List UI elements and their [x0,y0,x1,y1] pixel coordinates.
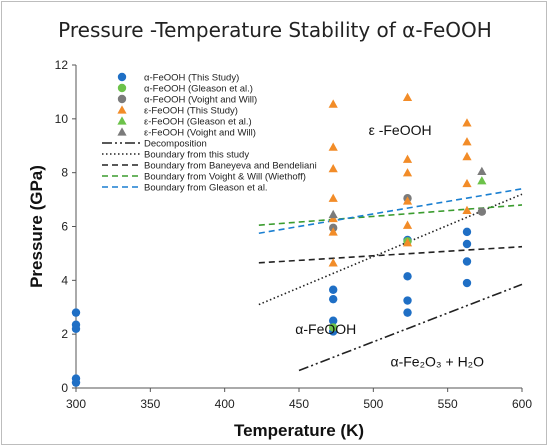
annotation-label: α-FeOOH [295,321,356,337]
data-point [402,92,413,101]
x-axis-label: Temperature (K) [234,421,364,440]
data-point [328,316,338,325]
x-tick-label: 600 [512,397,532,411]
y-axis-label: Pressure (GPa) [27,165,46,288]
data-point [71,374,81,383]
data-point [462,151,472,161]
y-tick-label: 10 [55,112,69,126]
data-point [402,220,413,229]
data-point [462,205,472,215]
data-point [462,257,472,266]
y-tick-label: 8 [61,166,68,180]
x-tick-label: 550 [438,397,458,411]
data-point [328,99,338,108]
x-tick-label: 300 [66,397,86,411]
data-point [462,239,472,249]
data-point [402,196,413,205]
annotation-label: α-Fe₂O₃ + H₂O [391,353,485,369]
data-point [403,296,412,305]
legend-label: ε-FeOOH (Voight and Will) [144,128,256,139]
data-point [328,227,338,236]
data-point [328,258,338,267]
data-point [477,166,487,176]
x-tick-label: 400 [215,397,235,411]
legend-label: Boundary from this study [144,150,249,161]
x-tick-label: 350 [140,397,160,411]
data-point [403,308,412,317]
x-tick-label: 450 [289,397,309,411]
data-point [477,176,487,185]
data-point [328,285,338,294]
data-point [462,178,472,188]
data-point [328,164,338,173]
legend-label: Decomposition [144,139,207,150]
data-point [328,323,338,332]
boundary-line [258,188,523,235]
boundary-line [258,204,523,226]
data-point [462,227,472,237]
y-tick-label: 0 [61,381,68,395]
legend-marker [117,72,127,82]
legend-label: Boundary from Gleason et al. [144,183,268,194]
data-points [71,92,487,387]
legend-marker [117,94,127,104]
data-point [71,308,81,317]
annotation-label: ε -FeOOH [369,122,432,138]
data-point [477,207,487,216]
data-point [402,154,413,163]
data-point [462,118,472,127]
data-point [328,193,338,202]
data-point [402,168,413,177]
chart-title: Pressure -Temperature Stability of α-FeO… [58,18,492,42]
boundary-lines [258,188,523,372]
axes: 300 350 400 450 500 550 600 0 2 4 6 8 10 12 [55,58,533,411]
legend-marker [117,127,127,136]
legend-label: α-FeOOH (Gleason et al.) [144,84,253,95]
legend-label: ε-FeOOH (Gleason et al.) [144,117,252,128]
legend-label: α-FeOOH (Voight and Will) [144,95,257,106]
legend-label: Boundary from Voight & Will (Wiethoff) [144,172,306,183]
data-point [403,272,412,281]
data-point [328,209,338,219]
y-tick-label: 6 [61,220,68,234]
legend-label: Boundary from Baneyeva and Bendeliani [144,161,317,172]
y-tick-label: 12 [55,58,69,72]
data-point [462,137,472,146]
data-point [71,320,81,329]
legend: α-FeOOH (This Study)α-FeOOH (Gleason et … [102,73,317,194]
data-point [328,294,338,304]
data-point [328,142,338,151]
data-point [462,278,472,288]
annotations: ε -FeOOH α-FeOOH α-Fe₂O₃ + H₂O [295,122,484,369]
legend-marker [117,83,127,93]
legend-label: α-FeOOH (This Study) [144,73,239,84]
y-tick-label: 2 [61,327,68,341]
y-tick-label: 4 [61,273,68,287]
x-tick-label: 500 [363,397,383,411]
data-point [402,238,413,247]
legend-marker [117,116,127,125]
boundary-line [298,283,523,372]
legend-label: ε-FeOOH (This Study) [144,106,238,117]
boundary-line [258,245,523,264]
legend-marker [117,105,127,114]
